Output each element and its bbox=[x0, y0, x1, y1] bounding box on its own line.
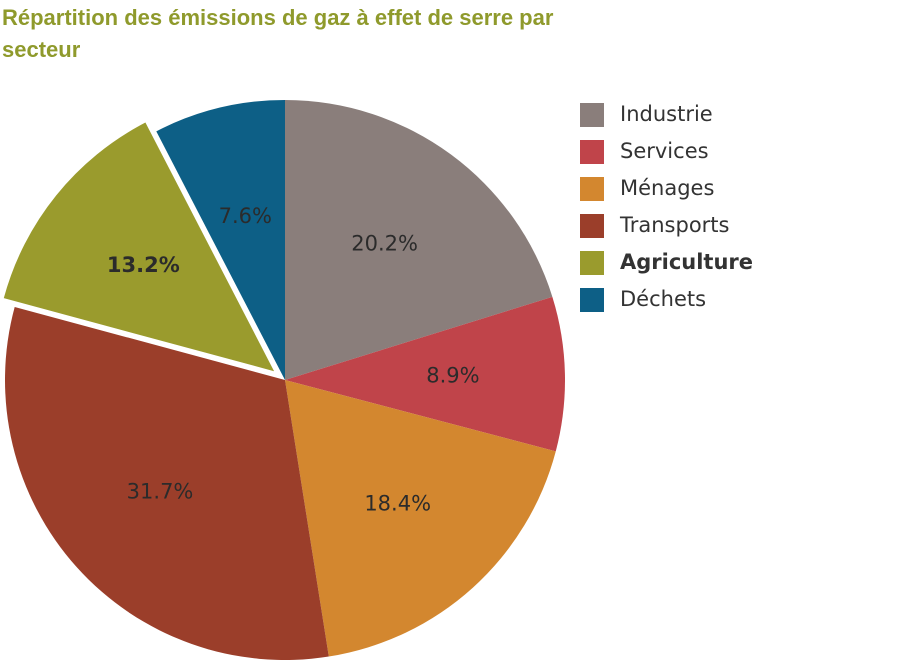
legend-label: Transports bbox=[619, 213, 729, 237]
pie-slice bbox=[5, 306, 329, 660]
pie-slice bbox=[285, 380, 556, 657]
data-label: 18.4% bbox=[364, 492, 431, 516]
data-label: 7.6% bbox=[219, 204, 272, 228]
pie-slice bbox=[285, 296, 566, 452]
pie-slice bbox=[156, 100, 285, 380]
legend-swatch bbox=[580, 177, 604, 201]
legend-swatch bbox=[580, 288, 604, 312]
legend-label: Déchets bbox=[620, 287, 706, 311]
legend-swatch bbox=[580, 140, 604, 164]
legend-label: Services bbox=[620, 139, 709, 163]
chart-title: Répartition des émissions de gaz à effet… bbox=[2, 5, 554, 62]
legend-label: Industrie bbox=[620, 102, 713, 126]
legend-label: Agriculture bbox=[620, 250, 753, 274]
data-label: 20.2% bbox=[351, 232, 418, 256]
legend-label: Ménages bbox=[620, 176, 714, 200]
legend-swatch bbox=[580, 214, 604, 238]
data-label: 8.9% bbox=[426, 363, 479, 387]
data-label: 31.7% bbox=[127, 479, 194, 503]
data-label: 13.2% bbox=[107, 253, 180, 277]
pie-slice bbox=[285, 100, 553, 380]
legend-swatch bbox=[580, 103, 604, 127]
legend-swatch bbox=[580, 251, 604, 275]
pie-slice bbox=[3, 122, 275, 372]
